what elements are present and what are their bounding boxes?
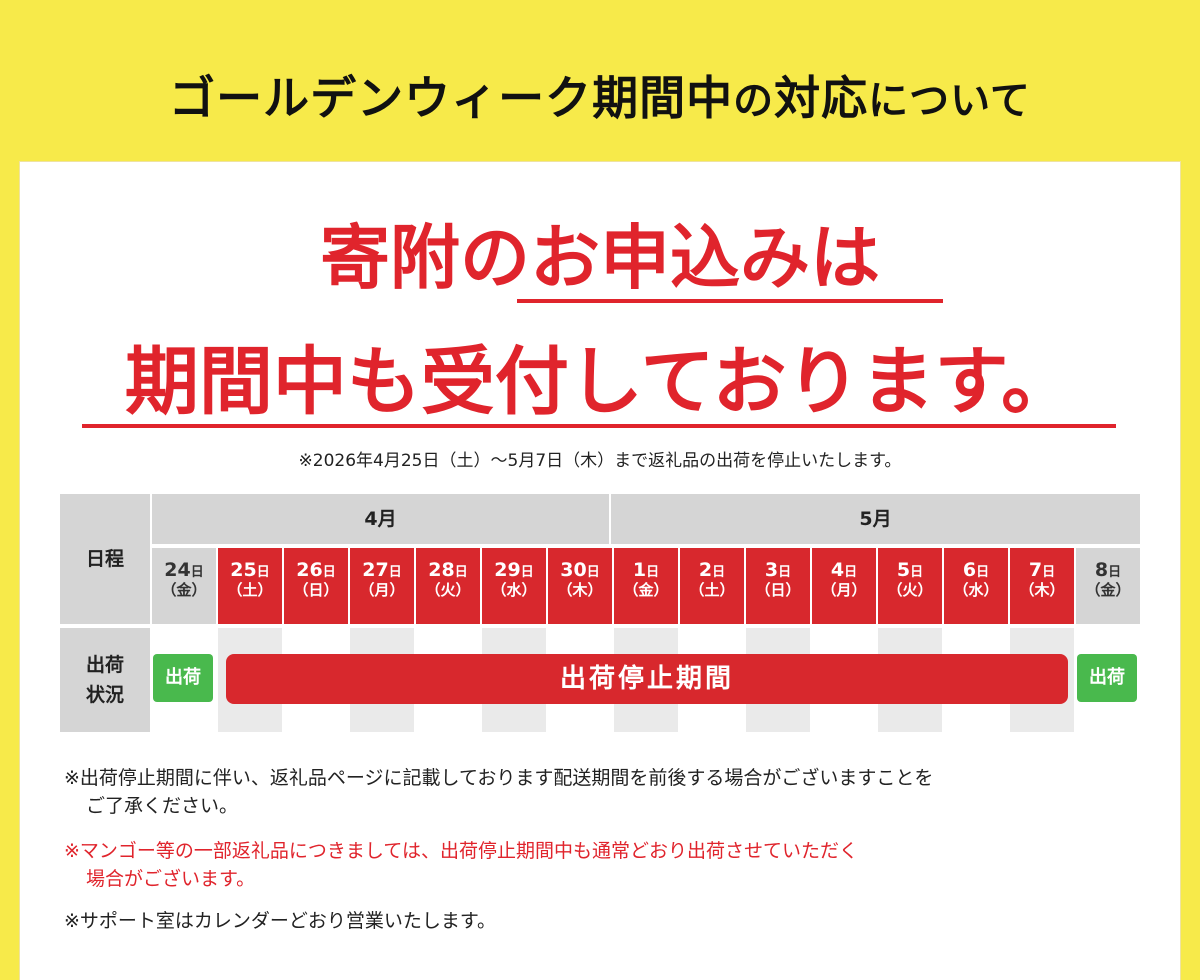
day-cell: 5日 （火） — [878, 548, 942, 624]
day-unit: 日 — [1042, 565, 1056, 580]
title-bold2: 対応 — [774, 71, 869, 125]
day-unit: 日 — [322, 565, 336, 580]
headline-underline-1 — [517, 299, 943, 303]
headline-line1: 寄附のお申込みは — [320, 217, 880, 299]
day-number: 27 — [362, 559, 389, 581]
title-mid: の — [733, 78, 775, 124]
day-weekday: （土） — [227, 580, 273, 599]
day-number: 2 — [698, 559, 713, 581]
day-number: 29 — [494, 559, 521, 581]
row-label-status: 出荷 状況 — [60, 628, 150, 732]
day-cell: 27日 （月） — [350, 548, 414, 624]
ship-badge-start: 出荷 — [153, 654, 213, 702]
day-weekday: （金） — [623, 580, 669, 599]
day-unit: 日 — [646, 565, 660, 580]
footnote-3: ※サポート室はカレンダーどおり営業いたします。 — [64, 910, 497, 932]
day-weekday: （金） — [161, 580, 207, 599]
day-number: 1 — [632, 559, 647, 581]
day-weekday: （水） — [953, 580, 999, 599]
day-weekday: （月） — [359, 580, 405, 599]
day-unit: 日 — [190, 565, 204, 580]
day-number: 24 — [164, 559, 191, 581]
day-weekday: （木） — [1019, 580, 1065, 599]
shipping-stop-period-bar: 出荷停止期間 — [226, 654, 1068, 704]
day-unit: 日 — [256, 565, 270, 580]
row-label-schedule: 日程 — [60, 494, 150, 624]
day-cell: 25日 （土） — [218, 548, 282, 624]
day-cell: 1日 （金） — [614, 548, 678, 624]
headline-underline-2 — [82, 424, 1116, 428]
day-unit: 日 — [388, 565, 402, 580]
day-unit: 日 — [910, 565, 924, 580]
footnote-2-line1: ※マンゴー等の一部返礼品につきましては、出荷停止期間中も通常どおり出荷させていた… — [64, 840, 858, 862]
day-unit: 日 — [586, 565, 600, 580]
headline-line2: 期間中も受付しております。 — [124, 339, 1076, 425]
day-weekday: （火） — [887, 580, 933, 599]
footnote-1-line1: ※出荷停止期間に伴い、返礼品ページに記載しております配送期間を前後する場合がござ… — [64, 767, 934, 789]
day-cell: 2日 （土） — [680, 548, 744, 624]
day-weekday: （日） — [293, 580, 339, 599]
day-unit: 日 — [712, 565, 726, 580]
ship-badge-end: 出荷 — [1077, 654, 1137, 702]
footnote-1-line2: ご了承ください。 — [86, 795, 239, 817]
title-main: ゴールデンウィーク期間中 — [169, 71, 734, 125]
day-unit: 日 — [454, 565, 468, 580]
day-weekday: （火） — [425, 580, 471, 599]
notice-card: 寄附のお申込みは 期間中も受付しております。 ※2026年4月25日（土）〜5月… — [20, 162, 1180, 980]
day-number: 28 — [428, 559, 455, 581]
day-number: 4 — [830, 559, 845, 581]
day-cell: 29日 （水） — [482, 548, 546, 624]
day-unit: 日 — [778, 565, 792, 580]
day-cell: 8日 （金） — [1076, 548, 1140, 624]
day-weekday: （土） — [689, 580, 735, 599]
day-unit: 日 — [520, 565, 534, 580]
day-unit: 日 — [844, 565, 858, 580]
day-weekday: （水） — [491, 580, 537, 599]
day-weekday: （木） — [557, 580, 603, 599]
day-number: 25 — [230, 559, 257, 581]
day-weekday: （日） — [755, 580, 801, 599]
day-number: 7 — [1028, 559, 1043, 581]
day-cell: 30日 （木） — [548, 548, 612, 624]
day-weekday: （月） — [821, 580, 867, 599]
day-number: 8 — [1094, 559, 1109, 581]
row-label-status-line2: 状況 — [85, 684, 124, 706]
day-number: 6 — [962, 559, 977, 581]
day-number: 5 — [896, 559, 911, 581]
footnote-1: ※出荷停止期間に伴い、返礼品ページに記載しております配送期間を前後する場合がござ… — [64, 764, 1144, 820]
month-may: 5月 — [611, 494, 1140, 544]
day-weekday: （金） — [1085, 580, 1131, 599]
day-cell: 24日 （金） — [152, 548, 216, 624]
stop-period-note: ※2026年4月25日（土）〜5月7日（木）まで返礼品の出荷を停止いたします。 — [298, 451, 902, 471]
day-number: 26 — [296, 559, 323, 581]
day-number: 3 — [764, 559, 779, 581]
day-cell: 4日 （月） — [812, 548, 876, 624]
day-cell: 7日 （木） — [1010, 548, 1074, 624]
row-label-status-line1: 出荷 — [85, 654, 124, 676]
day-cell: 3日 （日） — [746, 548, 810, 624]
day-unit: 日 — [976, 565, 990, 580]
footnote-2-line2: 場合がございます。 — [86, 868, 256, 890]
title-small: について — [868, 78, 1031, 124]
footnote-2: ※マンゴー等の一部返礼品につきましては、出荷停止期間中も通常どおり出荷させていた… — [64, 837, 1144, 893]
day-cell: 28日 （火） — [416, 548, 480, 624]
day-number: 30 — [560, 559, 587, 581]
day-cell: 26日 （日） — [284, 548, 348, 624]
day-cell: 6日 （水） — [944, 548, 1008, 624]
month-april: 4月 — [152, 494, 609, 544]
day-unit: 日 — [1108, 565, 1122, 580]
page-title: ゴールデンウィーク期間中の対応について — [0, 62, 1200, 128]
